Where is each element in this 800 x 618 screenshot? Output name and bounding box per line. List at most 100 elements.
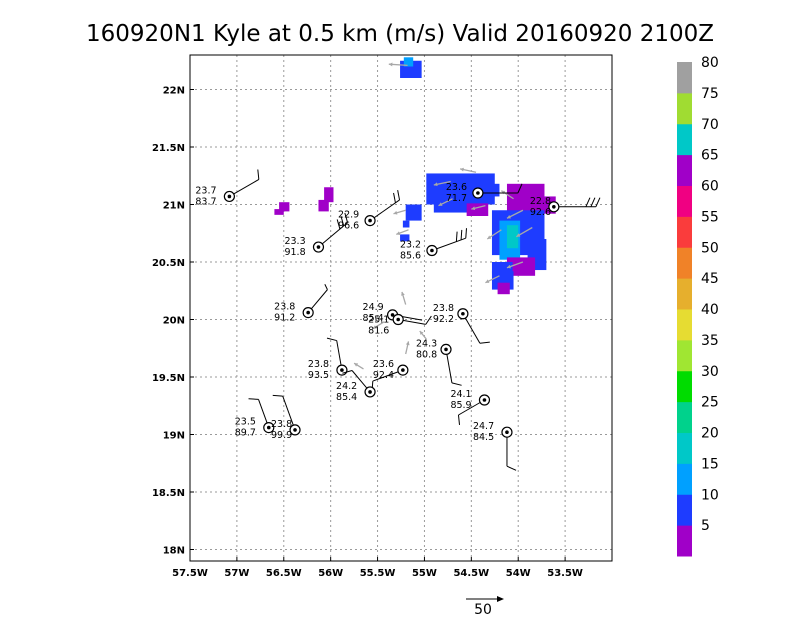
wind-vector-arrowhead [419, 331, 424, 335]
station-observation: 23.671.7 [446, 182, 523, 204]
station-dot [461, 311, 465, 316]
wind-barb-staff [229, 179, 260, 197]
station-dot [293, 428, 297, 432]
station-dot [396, 317, 400, 322]
wind-barb-staff [282, 395, 296, 431]
wind-barb-flag [248, 398, 259, 400]
station-bottom-value: 99.9 [271, 430, 292, 441]
station-top-value: 25.1 [368, 315, 389, 326]
wind-speed-patch [403, 57, 414, 67]
station-bottom-value: 96.6 [338, 221, 359, 232]
reference-label: 50 [474, 602, 492, 618]
station-top-value: 24.9 [363, 302, 384, 313]
wind-vector-arrowhead [487, 235, 492, 239]
station-bottom-value: 81.6 [368, 326, 389, 337]
station-top-value: 24.1 [450, 389, 471, 400]
y-tick-label: 20.5N [152, 258, 185, 269]
wind-barb-flag [272, 394, 283, 397]
station-top-value: 22.8 [530, 196, 551, 207]
colorbar-label: 40 [701, 302, 719, 318]
colorbar-label: 70 [701, 117, 719, 133]
x-tick-label: 55W [412, 568, 437, 579]
colorbar-label: 35 [701, 333, 719, 349]
station-bottom-value: 80.8 [416, 349, 437, 360]
wind-barb-staff [318, 222, 348, 248]
station-observation: 23.285.6 [400, 228, 467, 262]
plot-frame [189, 54, 613, 562]
wind-barb-flag [324, 284, 328, 290]
station-dot [368, 390, 372, 394]
colorbar-label: 80 [701, 55, 719, 71]
y-tick-label: 19.5N [152, 373, 185, 384]
wind-speed-patch [433, 201, 481, 213]
wind-vector-arrowhead [396, 231, 401, 235]
station-dot [390, 313, 395, 317]
station-observation: 23.892.2 [433, 303, 490, 344]
station-bottom-value: 85.6 [400, 251, 421, 262]
station-bottom-value: 71.7 [446, 193, 467, 204]
wind-barb-staff [445, 349, 453, 383]
station-bottom-value: 85.4 [336, 392, 357, 403]
wind-vector-arrowhead [354, 363, 359, 367]
colorbar-segment [677, 92, 692, 125]
station-observation: 23.783.7 [195, 169, 260, 207]
wind-barb-flag [344, 212, 349, 223]
station-dot [340, 368, 344, 372]
x-tick-label: 55.5W [360, 568, 396, 579]
wind-speed-field-layer [274, 57, 556, 295]
x-tick-label: 57.5W [172, 568, 208, 579]
wind-barb-flag [595, 197, 601, 208]
station-bottom-value: 91.8 [284, 247, 305, 258]
station-dot [430, 248, 434, 253]
station-bottom-value: 84.5 [473, 432, 494, 443]
wind-vector-arrowhead [485, 279, 490, 283]
station-top-value: 23.5 [235, 417, 256, 428]
station-dot [266, 425, 271, 430]
station-top-value: 23.6 [446, 182, 467, 193]
station-observation: 22.892.6 [530, 196, 601, 218]
station-top-value: 24.3 [416, 338, 437, 349]
wind-barb-flag [590, 197, 596, 208]
colorbar-label: 55 [701, 209, 719, 225]
station-dot [306, 310, 310, 315]
wind-speed-patch [274, 209, 284, 215]
x-tick-label: 54.5W [453, 568, 489, 579]
station-dot [505, 430, 509, 435]
station-dot [482, 398, 487, 402]
wind-barb-flag [397, 190, 401, 201]
y-tick-label: 18.5N [152, 488, 185, 499]
colorbar-segment [677, 370, 692, 403]
wind-vector-arrowhead [405, 341, 410, 346]
colorbar-label: 60 [701, 179, 719, 195]
station-observation: 24.380.8 [416, 338, 462, 386]
station-bottom-value: 83.7 [195, 196, 216, 207]
wind-barb-flag [342, 370, 353, 374]
wind-barb-flag [460, 229, 463, 240]
x-tick-label: 53.5W [547, 568, 583, 579]
wind-vector-arrowhead [471, 206, 476, 211]
station-dot [227, 194, 232, 199]
wind-speed-patch [497, 282, 510, 295]
colorbar-label: 25 [701, 395, 719, 411]
colorbar-label: 50 [701, 240, 719, 256]
colorbar-segment [677, 123, 692, 156]
wind-speed-patch [480, 183, 500, 197]
colorbar-segment [677, 154, 692, 186]
station-top-value: 23.8 [271, 419, 292, 430]
color-legend: 5 10 15 20 25 30 35 40 45 50 55 60 65 70 75 80 [677, 55, 719, 557]
colorbar-label: 75 [701, 86, 719, 102]
colorbar-label: 10 [701, 487, 719, 503]
colorbar-segment [677, 62, 692, 94]
wind-speed-patch [506, 257, 536, 276]
wind-barb-flag [336, 219, 341, 230]
station-observation: 23.899.9 [271, 394, 301, 441]
x-tick-label: 56W [318, 568, 343, 579]
wind-barb-flag [257, 169, 260, 180]
wind-speed-patch [491, 262, 513, 274]
y-tick-label: 21N [163, 201, 185, 212]
station-dot [552, 205, 556, 209]
colorbar-segment [677, 216, 692, 248]
station-top-value: 24.7 [473, 421, 494, 432]
colorbar-label: 5 [701, 518, 710, 534]
